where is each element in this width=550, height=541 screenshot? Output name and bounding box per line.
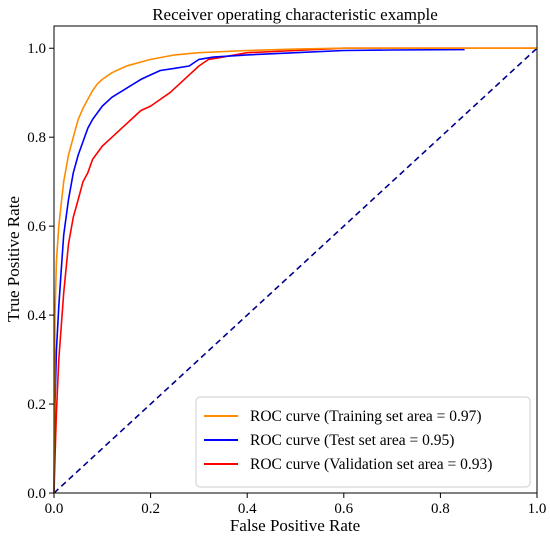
y-tick-label: 0.4: [27, 308, 46, 324]
x-tick-label: 0.8: [431, 501, 450, 517]
y-tick-label: 0.2: [27, 397, 46, 413]
legend-label-0: ROC curve (Training set area = 0.97): [250, 408, 482, 425]
plot-area: [53, 47, 538, 494]
x-tick-label: 0.0: [45, 501, 64, 517]
legend-label-2: ROC curve (Validation set area = 0.93): [250, 456, 492, 473]
y-tick-label: 0.0: [27, 486, 46, 502]
y-tick-label: 0.8: [27, 130, 46, 146]
legend: ROC curve (Training set area = 0.97) ROC …: [195, 396, 531, 488]
x-tick-label: 0.4: [238, 501, 257, 517]
legend-label-1: ROC curve (Test set area = 0.95): [250, 432, 454, 449]
x-tick-label: 0.6: [334, 501, 353, 517]
x-tick-label: 1.0: [528, 501, 547, 517]
series-line-0: [53, 47, 537, 494]
plot-frame: [53, 25, 538, 494]
x-tick-label: 0.2: [141, 501, 160, 517]
chart-title: Receiver operating characteristic exampl…: [152, 5, 438, 24]
y-tick-label: 1.0: [27, 41, 46, 57]
y-axis-label: True Positive Rate: [4, 196, 23, 322]
y-axis: 0.0 0.2 0.4 0.6 0.8 1.0: [27, 41, 54, 502]
x-axis-label: False Positive Rate: [230, 516, 360, 535]
series-line-1: [53, 48, 465, 494]
y-tick-label: 0.6: [27, 219, 46, 235]
legend-box: [195, 396, 531, 488]
x-axis: 0.0 0.2 0.4 0.6 0.8 1.0: [45, 493, 547, 517]
